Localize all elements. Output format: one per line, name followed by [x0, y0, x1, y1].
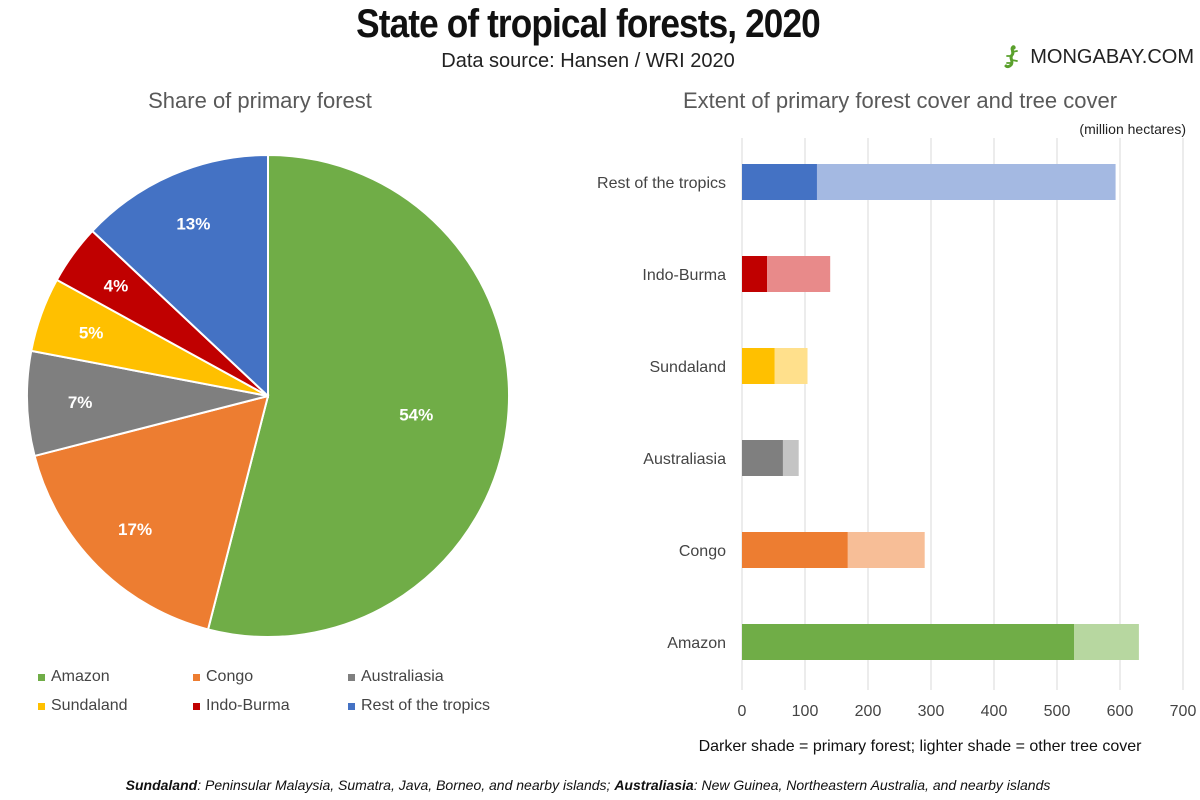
brand-name: MONGABAY.COM — [1030, 45, 1194, 68]
footnote-def-australiasia: : New Guinea, Northeastern Australia, an… — [693, 777, 1051, 793]
data-source: Data source: Hansen / WRI 2020 — [441, 50, 735, 72]
footnote-def-sundaland: : Peninsular Malaysia, Sumatra, Java, Bo… — [197, 777, 615, 793]
brand-logo[interactable]: MONGABAY.COM — [1000, 44, 1194, 70]
legend-swatch — [38, 702, 45, 710]
pie-label-rest-of-the-tropics: 13% — [176, 214, 210, 233]
bar-chart-title: Extent of primary forest cover and tree … — [682, 88, 1118, 113]
x-tick-label-200: 200 — [855, 703, 882, 720]
legend-label: Amazon — [51, 668, 110, 685]
legend-swatch — [193, 702, 200, 710]
x-tick-label-0: 0 — [738, 703, 747, 720]
footnote: Sundaland: Peninsular Malaysia, Sumatra,… — [0, 777, 1176, 793]
pie-label-indo-burma: 4% — [104, 277, 129, 296]
bar-other-australiasia — [782, 440, 799, 476]
pie-label-australiasia: 7% — [68, 393, 93, 412]
pie-label-amazon: 54% — [399, 406, 433, 425]
pie-label-sundaland: 5% — [79, 323, 104, 342]
legend-item-sundaland: Sundaland — [38, 697, 193, 715]
legend-swatch — [38, 673, 45, 681]
footnote-term-sundaland: Sundaland — [125, 777, 198, 793]
category-label-amazon: Amazon — [667, 635, 726, 652]
bar-other-sundaland — [774, 348, 808, 384]
bar-units-label: (million hectares) — [1079, 121, 1186, 137]
legend-swatch — [348, 673, 355, 681]
legend-swatch — [193, 673, 200, 681]
category-label-indo-burma: Indo-Burma — [642, 267, 726, 284]
x-tick-label-300: 300 — [918, 703, 945, 720]
pie-slice-congo — [33, 394, 270, 631]
legend-label: Australiasia — [361, 668, 444, 685]
legend-item-amazon: Amazon — [38, 668, 193, 686]
pie-slice-amazon — [206, 153, 510, 638]
bar-primary-rest-of-the-tropics — [742, 164, 817, 200]
category-label-sundaland: Sundaland — [649, 359, 726, 376]
pie-slice-rest-of-the-tropics — [90, 153, 269, 399]
legend-item-indo-burma: Indo-Burma — [193, 697, 348, 715]
x-tick-label-400: 400 — [981, 703, 1008, 720]
x-tick-label-600: 600 — [1107, 703, 1134, 720]
category-label-australiasia: Australiasia — [643, 451, 726, 468]
pie-chart-title: Share of primary forest — [148, 88, 372, 113]
bar-chart: 0 100 200 300 400 500 600 700 Rest of the tropic… — [597, 138, 1197, 720]
bar-other-indo-burma — [767, 256, 831, 292]
footnote-term-australiasia: Australiasia — [614, 777, 694, 793]
legend-label: Indo-Burma — [206, 697, 290, 714]
pie-slice-australiasia — [26, 349, 269, 458]
legend-item-rest-of-the-tropics: Rest of the tropics — [348, 697, 518, 715]
x-tick-label-100: 100 — [792, 703, 819, 720]
legend-item-congo: Congo — [193, 668, 348, 686]
chart-title: State of tropical forests, 2020 — [356, 2, 821, 46]
x-tick-label-700: 700 — [1170, 703, 1197, 720]
legend-label: Congo — [206, 668, 254, 685]
category-label-congo: Congo — [679, 543, 726, 560]
legend-label: Rest of the tropics — [361, 697, 490, 714]
pie-legend: Amazon Congo Australiasia Sundaland Indo-Bur… — [38, 668, 518, 715]
bar-primary-congo — [742, 532, 848, 568]
bar-primary-sundaland — [742, 348, 775, 384]
bar-primary-australiasia — [742, 440, 783, 476]
pie-chart: 54% 17% 7% 5% 4% 13% — [26, 153, 510, 638]
legend-swatch — [348, 702, 355, 710]
legend-label: Sundaland — [51, 697, 128, 714]
pie-label-congo: 17% — [118, 520, 152, 539]
bar-other-rest-of-the-tropics — [816, 164, 1116, 200]
bar-other-congo — [847, 532, 925, 568]
gecko-icon — [1004, 45, 1019, 69]
bar-shade-note: Darker shade = primary forest; lighter s… — [698, 738, 1142, 755]
x-tick-label-500: 500 — [1044, 703, 1071, 720]
legend-item-australiasia: Australiasia — [348, 668, 518, 686]
bar-primary-indo-burma — [742, 256, 768, 292]
bar-primary-amazon — [742, 624, 1075, 660]
bar-other-amazon — [1074, 624, 1139, 660]
category-label-rest-of-the-tropics: Rest of the tropics — [597, 175, 726, 192]
